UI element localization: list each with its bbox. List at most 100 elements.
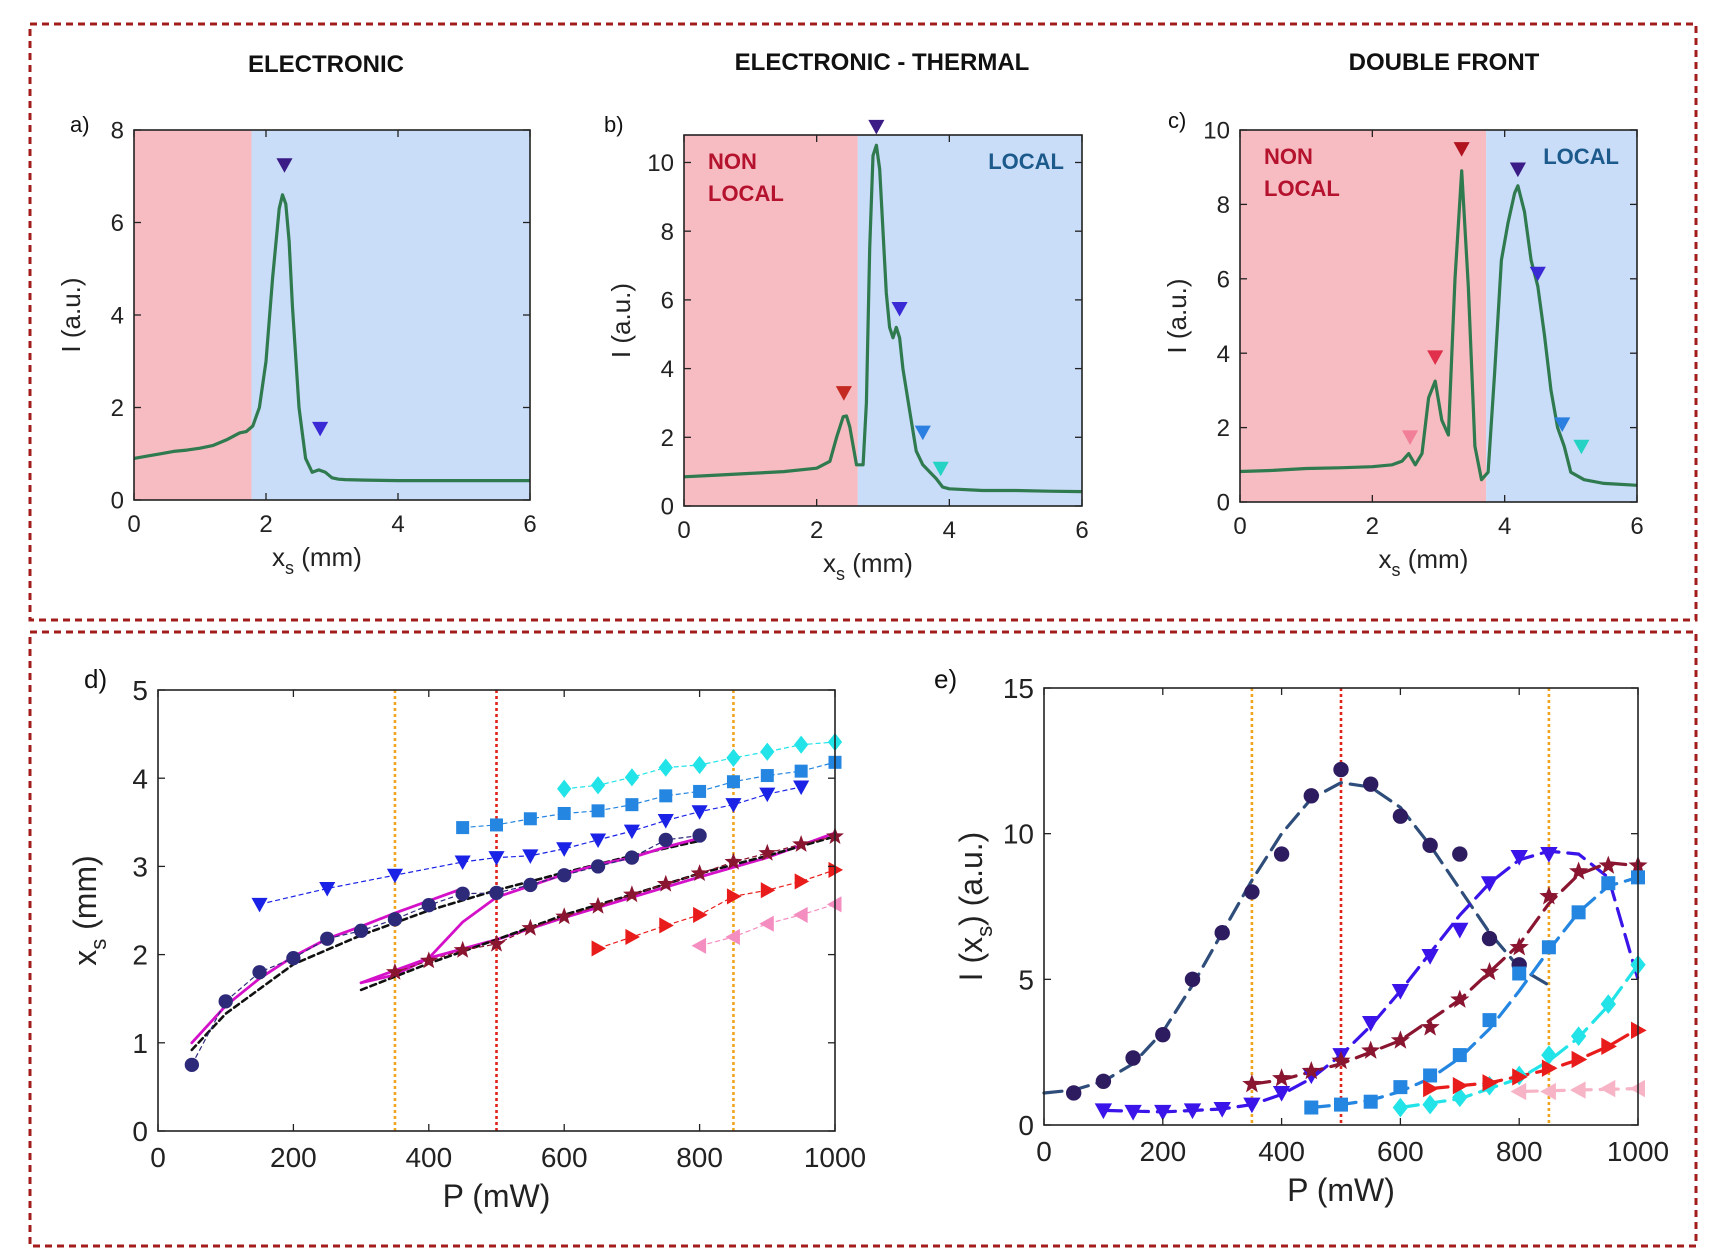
data-point xyxy=(760,769,774,783)
data-point xyxy=(793,780,810,796)
axes-box xyxy=(1043,687,1639,1126)
data-point xyxy=(557,779,572,798)
data-point xyxy=(387,912,403,927)
region-label: LOCAL xyxy=(708,181,784,206)
data-point xyxy=(252,965,267,980)
peak-marker xyxy=(1453,142,1470,157)
x-tick-label: 1000 xyxy=(804,1142,866,1173)
y-tick-label: 8 xyxy=(661,219,674,246)
y-tick-label: 5 xyxy=(132,675,148,706)
x-axis-label: P (mW) xyxy=(1287,1172,1395,1208)
data-point xyxy=(456,821,470,835)
data-point xyxy=(590,776,606,795)
data-point xyxy=(1479,962,1500,981)
data-point xyxy=(591,940,607,957)
peak-marker xyxy=(1509,162,1526,178)
data-point xyxy=(1242,1074,1262,1093)
data-point xyxy=(1601,1037,1617,1056)
data-point xyxy=(1243,1097,1261,1114)
data-point xyxy=(1510,849,1528,866)
data-point xyxy=(1095,1073,1112,1090)
panel-label: c) xyxy=(1168,108,1186,133)
data-point xyxy=(794,764,808,778)
data-point xyxy=(556,842,573,857)
axes-box xyxy=(157,689,836,1132)
data-point xyxy=(1452,1048,1467,1063)
y-tick-label: 3 xyxy=(132,851,148,882)
series-line xyxy=(462,761,836,829)
data-point xyxy=(1452,846,1468,862)
fit-line xyxy=(1250,861,1640,1086)
data-point xyxy=(624,850,640,865)
data-point xyxy=(1482,1013,1497,1028)
data-point xyxy=(659,789,673,803)
data-point xyxy=(488,851,505,866)
data-point xyxy=(251,897,268,913)
x-tick-label: 0 xyxy=(150,1142,166,1173)
fit-line xyxy=(1309,875,1640,1110)
region-non-local xyxy=(134,130,252,500)
data-point xyxy=(1363,1094,1378,1109)
data-point xyxy=(1303,788,1320,804)
peak-marker xyxy=(932,461,949,477)
x-tick-label: 6 xyxy=(1075,517,1088,544)
data-point xyxy=(1631,1021,1647,1039)
data-point xyxy=(1570,1026,1587,1046)
data-point xyxy=(557,868,572,883)
data-point xyxy=(591,804,605,818)
data-point xyxy=(1423,1068,1438,1083)
data-point xyxy=(1272,1068,1292,1087)
data-point xyxy=(353,923,369,938)
data-point xyxy=(624,768,640,787)
data-point xyxy=(555,907,574,925)
data-point xyxy=(692,755,707,775)
data-point xyxy=(726,775,740,789)
data-point xyxy=(1509,937,1529,956)
y-tick-label: 6 xyxy=(111,210,124,237)
data-point xyxy=(490,818,503,832)
data-point xyxy=(1362,1016,1380,1032)
chart-panel-b: NON LOCAL LOCAL 0 2 4 6 0 2 4 6 8 10 ELECTRONIC - THE… xyxy=(604,49,1089,584)
y-tick-label: 4 xyxy=(111,303,124,330)
data-point xyxy=(1598,855,1618,874)
data-point xyxy=(1304,1100,1319,1115)
data-point xyxy=(693,784,707,798)
panel-label: e) xyxy=(934,664,957,694)
data-point xyxy=(759,787,776,803)
fit-line xyxy=(190,839,701,1052)
y-axis-label: I (xs) (a.u.) xyxy=(953,832,997,982)
y-tick-label: 8 xyxy=(1217,192,1230,219)
x-tick-label: 2 xyxy=(1366,513,1379,540)
data-point xyxy=(386,962,404,980)
data-point xyxy=(1124,1104,1142,1121)
data-point xyxy=(421,898,436,913)
panel-title: ELECTRONIC xyxy=(248,51,404,78)
x-tick-label: 600 xyxy=(541,1142,588,1173)
x-tick-label: 4 xyxy=(391,511,404,538)
peak-marker xyxy=(276,158,293,173)
data-point xyxy=(693,906,708,923)
data-point xyxy=(1421,949,1439,965)
panel-title: ELECTRONIC - THERMAL xyxy=(735,49,1030,76)
x-tick-label: 6 xyxy=(523,511,536,538)
data-point xyxy=(623,885,641,903)
x-tick-label: 800 xyxy=(676,1142,723,1173)
data-point xyxy=(1420,1017,1440,1036)
data-point xyxy=(1452,1076,1469,1095)
data-point xyxy=(726,888,742,905)
y-axis-label: I (a.u.) xyxy=(56,277,86,352)
data-point xyxy=(1600,994,1616,1014)
peak-marker xyxy=(1554,417,1571,432)
region-label: NON xyxy=(708,149,757,174)
x-tick-label: 0 xyxy=(1233,513,1246,540)
intensity-curve xyxy=(1239,169,1638,487)
axes-box xyxy=(1239,129,1638,503)
bottom-frame xyxy=(28,630,1698,1248)
data-point xyxy=(1331,1050,1351,1070)
y-tick-label: 2 xyxy=(111,395,124,422)
data-point xyxy=(691,805,708,820)
data-point xyxy=(1184,971,1201,988)
data-point xyxy=(557,806,571,820)
data-point xyxy=(1599,1079,1616,1098)
